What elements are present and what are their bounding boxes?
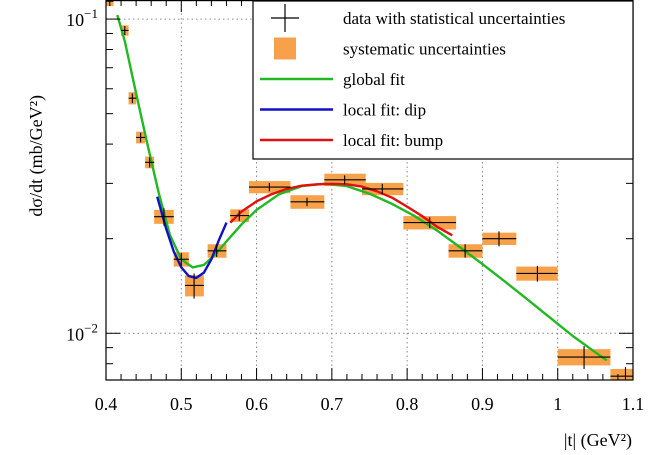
systematic-box (610, 368, 633, 380)
local-fit-bump-curve (229, 182, 453, 237)
legend-entry: systematic uncertainties (274, 37, 506, 60)
data-point (121, 26, 129, 35)
data-point (154, 208, 174, 226)
x-tick-label: 0.4 (95, 394, 118, 414)
data-point (610, 367, 633, 380)
data-point (207, 244, 227, 257)
data-point (516, 265, 558, 282)
data-point (230, 210, 250, 221)
data-point (290, 197, 325, 207)
legend-label: data with statistical uncertainties (343, 9, 565, 28)
data-point (185, 273, 204, 299)
legend-label: global fit (343, 70, 405, 89)
legend-entry: local fit: dip (260, 101, 426, 120)
data-point (557, 346, 611, 369)
data-point (128, 93, 137, 104)
data-point (361, 183, 404, 195)
legend-swatch (274, 37, 296, 60)
fit-curves (116, 14, 608, 362)
x-tick-label: 0.8 (396, 394, 419, 414)
legend-entry: local fit: bump (260, 131, 443, 150)
legend-entry: global fit (260, 70, 405, 89)
data-point (448, 244, 483, 258)
data-point (136, 132, 146, 143)
legend-entry: data with statistical uncertainties (271, 4, 565, 32)
x-tick-label: 0.6 (245, 394, 268, 414)
y-axis-label: dσ/dt (mb/GeV²) (26, 95, 47, 217)
data-point (145, 157, 155, 168)
legend: data with statistical uncertainties syste… (252, 0, 634, 160)
legend-label: local fit: bump (343, 131, 443, 150)
x-tick-label: 0.7 (321, 394, 344, 414)
y-tick-label: 10−1 (66, 6, 98, 30)
data-point (482, 231, 517, 247)
x-tick-label: 0.5 (170, 394, 193, 414)
x-tick-label: 0.9 (471, 394, 494, 414)
data-point (403, 217, 457, 229)
x-tick-label: 1 (553, 394, 562, 414)
x-tick-label: 1.1 (622, 394, 645, 414)
data-points (106, 0, 633, 380)
data-point (173, 253, 189, 266)
data-point (249, 182, 291, 192)
x-axis-label: |t| (GeV²) (564, 430, 632, 451)
data-point (324, 175, 366, 185)
local-fit-dip-curve (156, 196, 228, 280)
y-tick-label: 10−2 (66, 320, 98, 344)
axis-ticks: 0.4 0.5 0.6 0.7 0.8 0.9 1 1.1 10−1 10−2 (66, 0, 644, 414)
legend-label: systematic uncertainties (343, 40, 506, 59)
legend-label: local fit: dip (343, 101, 426, 120)
